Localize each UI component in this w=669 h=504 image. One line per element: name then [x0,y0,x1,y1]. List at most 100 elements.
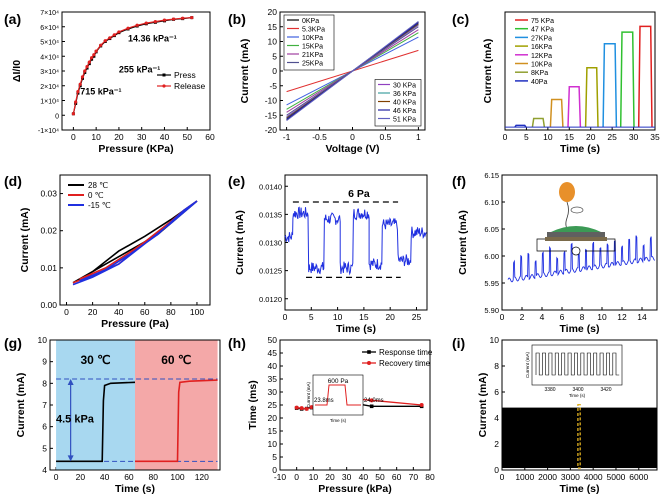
legend-label: 36 KPa [393,91,416,98]
inset-signal [535,352,620,376]
y-tick-label: 20 [268,413,278,423]
x-tick-label: 10 [333,312,343,322]
data-point [85,64,89,69]
data-point [144,21,148,25]
x-tick-label: 20 [114,132,124,142]
x-tick-label: 30 [629,132,639,142]
series-line [56,381,136,463]
legend-label: 5.3KPa [302,27,325,34]
legend-label: Response time [379,348,433,357]
x-tick-label: 80 [166,307,176,317]
y-axis-label: Current (mA) [239,39,251,104]
x-axis-label: Pressure (KPa) [98,143,173,155]
x-axis-label: Pressure (Pa) [101,318,169,330]
x-axis-label: Time (s) [115,483,155,495]
data-point [369,404,374,409]
y-tick-label: 6 [494,387,499,397]
data-point [309,405,314,410]
y-tick-label: 0 [272,66,277,76]
y-tick-label: 10 [38,335,48,345]
air-flow-icon [570,206,584,214]
y-tick-label: 8 [494,361,499,371]
y-tick-label: 2×10⁴ [40,84,59,91]
pulse-series [637,25,653,128]
data-point [99,43,103,47]
inset-frame [531,344,623,386]
y-tick-label: 0.0135 [259,210,282,219]
x-tick-label: 1 [416,132,421,142]
data-point [419,403,424,407]
data-point [87,60,91,64]
y-tick-label: -15 [265,110,278,120]
x-tick-label: 100 [190,307,204,317]
y-tick-label: 7 [42,400,47,410]
x-tick-label: 25 [412,312,422,322]
series-line [135,379,218,463]
data-point [78,82,82,86]
x-tick-label: 15 [359,312,369,322]
panel-label: (a) [4,11,21,27]
panel-b: -1 -0.5 0 0.5 1 -20 -15 -10 -5 0 5 10 15 20 Voltage (V… [228,7,426,155]
legend-label: 40Pa [531,79,547,86]
y-tick-label: 0.01 [40,263,57,273]
data-point [294,405,299,410]
x-tick-label: 0 [503,132,508,142]
x-tick-label: 20 [385,312,395,322]
legend-label: 27KPa [531,35,552,42]
panel-label: (b) [228,11,246,27]
y-axis-label: Current (mA) [234,210,246,275]
x-tick-label: 5 [524,132,529,142]
pulse-series [619,31,635,128]
y-axis-label: Current (mA) [15,373,27,438]
y-tick-label: 10 [268,37,278,47]
y-tick-label: 50 [268,335,278,345]
x-tick-label: -0.5 [312,132,327,142]
data-point [135,23,139,27]
y-tick-label: 0.03 [40,189,57,199]
highlight-window [577,403,581,469]
x-axis-label: Time (s) [559,323,599,335]
annotation: 715 kPa⁻¹ [80,87,121,97]
temperature-region [135,340,218,470]
y-tick-label: 0.0120 [259,295,282,304]
x-tick-label: 5000 [607,472,626,482]
axes-frame [501,339,658,471]
data-point [153,19,157,24]
y-tick-label: 9 [42,357,47,367]
legend-label: 47 KPa [531,27,554,34]
x-tick-label: 20 [88,307,98,317]
inset-tick-label: 3380 [544,387,555,393]
inset-y-label: Current (mA) [306,382,311,409]
data-point [90,56,94,60]
data-point [171,17,176,21]
legend-label: 0KPa [302,18,319,25]
x-tick-label: 2000 [538,472,557,482]
y-tick-label: 5×10⁴ [40,40,59,47]
x-tick-label: 70 [409,472,419,482]
inset-title: 600 Pa [328,378,349,385]
x-tick-label: 120 [195,472,209,482]
data-point [103,39,107,43]
panel-label: (f) [452,173,466,189]
pulse-series [514,124,527,128]
x-tick-label: 12 [617,312,627,322]
y-tick-label: 15 [268,426,278,436]
legend-label: 10KPa [302,35,323,42]
x-tick-label: 8 [580,312,585,322]
inset-response: 23.8ms [314,398,334,404]
inset-y-label: Current (mA) [525,352,530,379]
y-tick-label: 6.10 [484,198,499,207]
inset-tick-label: 3400 [572,387,583,393]
y-tick-label: 0.00 [40,300,57,310]
y-tick-label: 40 [268,361,278,371]
y-tick-label: 0 [272,465,277,475]
signal-line [284,206,427,276]
panel-i: 0 1000 2000 3000 4000 5000 6000 0 2 4 6 8 10 Time (s)… [452,335,658,495]
panel-label: (i) [452,335,465,351]
x-tick-label: 0 [294,472,299,482]
y-axis-label: Current (mA) [482,39,494,104]
legend-label: 30 KPa [393,83,416,90]
y-tick-label: -1×10⁴ [38,128,59,135]
pulse-series [602,42,618,128]
balloon-icon [559,182,575,202]
